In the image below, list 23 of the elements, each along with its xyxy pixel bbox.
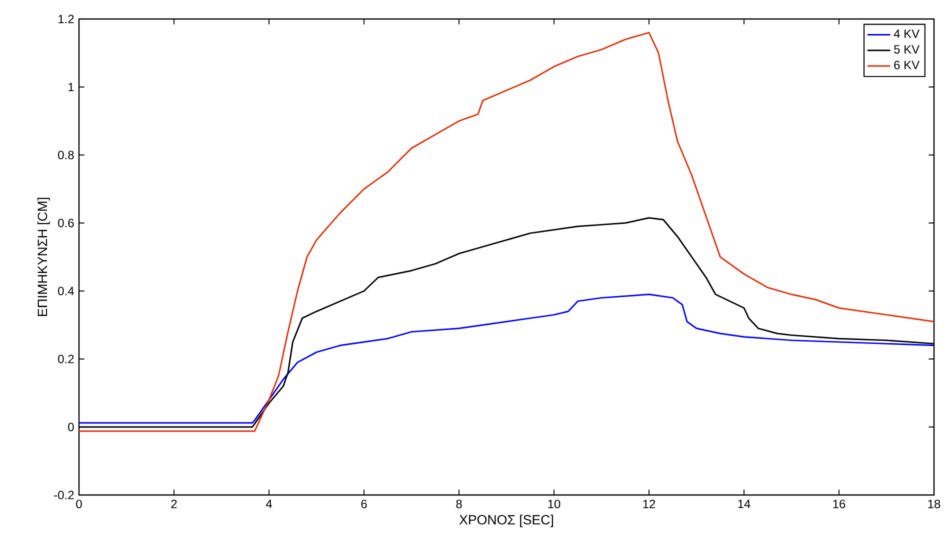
x-tick-label: 6 <box>361 500 367 508</box>
x-tick-label: 14 <box>738 500 750 508</box>
x-axis-title: ΧΡΟΝΟΣ [SEC] <box>459 514 554 528</box>
legend-label: 4 KV <box>894 30 920 38</box>
legend-label: 5 KV <box>894 45 920 54</box>
x-tick-label: 10 <box>548 500 560 508</box>
x-tick-label: 2 <box>171 500 177 508</box>
y-tick-label: -0.2 <box>54 490 74 500</box>
y-tick-label: 0.8 <box>58 150 74 160</box>
x-tick-label: 12 <box>643 500 656 508</box>
x-tick-label: 4 <box>266 500 272 508</box>
y-tick-label: 0.4 <box>58 286 74 296</box>
x-tick-label: 8 <box>456 500 462 508</box>
y-axis-title: ΕΠΙΜΗΚΥΝΣΗ [CM] <box>37 198 50 316</box>
x-tick-label: 16 <box>833 500 846 508</box>
y-tick-label: 1.2 <box>58 14 74 24</box>
legend-label: 6 KV <box>894 60 920 70</box>
y-tick-label: 0.6 <box>58 218 74 228</box>
y-tick-label: 0 <box>68 422 74 432</box>
y-tick-label: 1 <box>68 82 74 92</box>
x-tick-label: 0 <box>76 500 82 508</box>
y-tick-label: 0.2 <box>58 354 74 364</box>
x-tick-label: 18 <box>928 500 940 508</box>
